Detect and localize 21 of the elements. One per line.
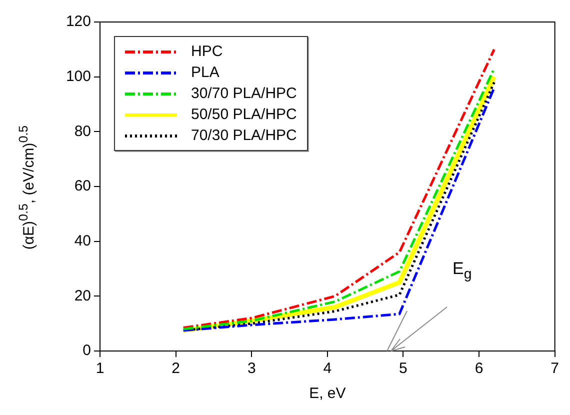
legend-label: PLA bbox=[191, 64, 220, 81]
y-tick-label: 100 bbox=[66, 68, 91, 85]
legend-label: 30/70 PLA/HPC bbox=[191, 85, 297, 102]
x-tick-label: 6 bbox=[474, 360, 484, 378]
y-tick-label: 80 bbox=[74, 122, 91, 140]
x-tick-label: 4 bbox=[323, 360, 332, 378]
x-tick-label: 5 bbox=[399, 360, 408, 378]
x-tick-label: 3 bbox=[247, 360, 256, 378]
y-tick-label: 60 bbox=[74, 178, 91, 195]
legend-label: HPC bbox=[191, 43, 223, 60]
x-tick-label: 1 bbox=[96, 360, 104, 378]
legend-label: 50/50 PLA/HPC bbox=[191, 106, 297, 123]
x-tick-label: 2 bbox=[172, 360, 180, 378]
y-tick-label: 0 bbox=[82, 342, 91, 360]
annotation: E$_{g}$ bbox=[452, 259, 472, 282]
y-tick-label: 40 bbox=[74, 232, 91, 250]
x-axis-title: E, eV bbox=[309, 385, 346, 402]
legend-label: 70/30 PLA/HPC bbox=[191, 127, 297, 144]
y-tick-label: 120 bbox=[66, 13, 91, 30]
y-tick-label: 20 bbox=[74, 287, 91, 304]
x-tick-label: 7 bbox=[550, 360, 559, 378]
